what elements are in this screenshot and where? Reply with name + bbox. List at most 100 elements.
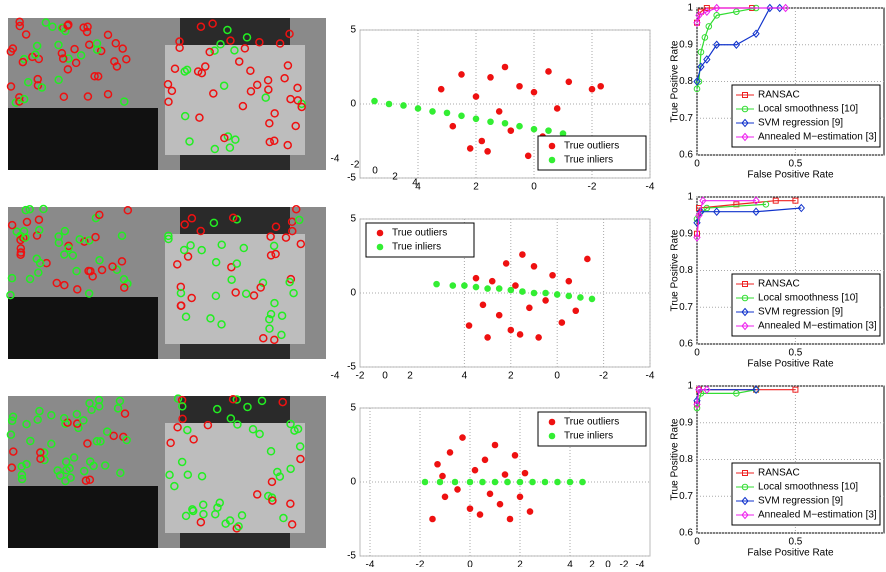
keypoint [91,232,100,242]
y-axis-label: True Positive Rate [670,418,681,500]
roc-marker [762,201,770,208]
keypoint [290,426,299,435]
photo-dark [8,297,158,359]
keypoint [205,47,214,57]
legend-marker [376,229,384,237]
keypoint [109,431,118,441]
keypoint [163,80,173,89]
scatter-point [371,97,378,105]
scatter-point [472,93,480,100]
scatter-point [584,255,591,263]
keypoint [96,437,105,446]
scatter-point [549,271,556,279]
keypoint [178,402,187,411]
roc-marker [703,7,711,16]
keypoint [176,288,186,298]
scatter-point [495,311,503,319]
y-tick-label: 0 [350,99,356,110]
roc-marker [697,48,705,56]
keypoint [18,57,28,67]
keypoint [79,23,88,32]
scatter-point [565,292,573,300]
keypoint [278,397,287,407]
keypoint [80,237,89,246]
depth-tick-label: -4 [636,560,645,567]
keypoint [226,414,236,423]
scatter-point [541,478,549,486]
legend-label: SVM regression [9] [758,307,843,318]
keypoint [54,238,64,247]
x-tick-label: -2 [599,371,608,382]
x-tick-label: -2 [416,560,425,567]
keypoint [90,71,99,81]
keypoint [84,289,94,298]
keypoint [95,256,104,265]
keypoint [213,503,222,512]
keypoint [122,54,131,64]
depth-tick-label: -4 [331,371,340,382]
legend-marker [742,281,748,287]
scatter-point [530,88,538,96]
keypoint [73,285,82,294]
roc-line [696,7,757,90]
keypoint [96,46,106,56]
keypoint [72,419,82,428]
keypoint [97,265,107,275]
roc-marker [695,11,703,20]
keypoint [209,218,219,228]
scatter-point [526,304,533,312]
keypoint [240,44,250,53]
keypoint [219,81,229,90]
y-tick-label: 0 [350,288,356,299]
scatter-point [507,286,515,294]
keypoint [57,48,67,58]
scatter-point [542,289,549,297]
keypoint [286,499,295,508]
x-tick-label: 0 [531,182,537,193]
scatter-point [516,82,523,90]
keypoint [6,82,16,91]
keypoint [211,291,221,301]
keypoint [209,89,218,98]
keypoint [88,272,97,281]
keypoint [285,277,294,287]
keypoint [198,500,208,510]
photo-dark [8,486,158,548]
legend-label: SVM regression [9] [758,118,843,129]
keypoint [22,419,31,429]
keypoint [41,18,51,27]
legend-label: Local smoothness [10] [758,482,858,493]
keypoint [196,517,206,527]
scatter-point [496,500,504,508]
scatter-point [466,145,474,152]
scatter-point [502,260,510,267]
keypoint [8,412,18,421]
keypoint [265,324,274,333]
keypoint [48,22,57,32]
keypoint [283,140,292,150]
y-tick-label: 0.6 [679,339,693,350]
roc-marker [693,233,701,242]
y-tick-label: 0.7 [679,113,693,124]
keypoint [47,439,56,449]
scatter-point [516,478,524,486]
keypoint [93,72,103,81]
scatter-point [385,100,393,108]
scatter-point [486,490,494,498]
keypoint [81,476,91,485]
legend-label: True inliers [564,155,613,166]
legend-box [731,462,881,526]
keypoint [85,40,94,49]
roc-marker [732,40,741,50]
legend-label: True outliers [564,417,619,428]
scatter-point [521,469,529,477]
depth-tick-label: -2 [620,560,629,567]
scatter-point [441,493,449,501]
keypoint [22,217,32,227]
keypoint [17,470,27,480]
keypoint [47,410,56,420]
scatter-point [524,152,532,160]
keypoint [21,30,31,39]
legend-label: Local smoothness [10] [758,293,858,304]
y-tick-label: 0 [350,477,356,488]
